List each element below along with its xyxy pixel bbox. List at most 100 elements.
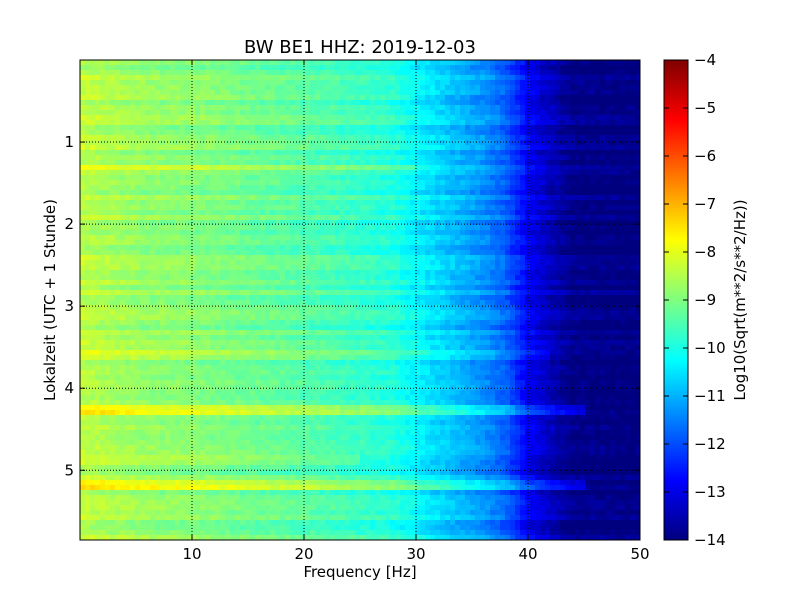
heatmap-cell [175,230,181,236]
heatmap-cell [265,65,271,71]
heatmap-cell [90,155,96,161]
heatmap-cell [470,130,476,136]
heatmap-cell [260,230,266,236]
heatmap-cell [440,195,446,201]
heatmap-cell [380,180,386,186]
heatmap-cell [475,75,481,81]
heatmap-cell [530,70,536,76]
heatmap-cell [205,250,211,256]
heatmap-cell [395,150,401,156]
heatmap-cell [155,165,161,171]
heatmap-cell [590,230,596,236]
heatmap-cell [150,155,156,161]
heatmap-cell [260,130,266,136]
heatmap-cell [90,215,96,221]
heatmap-cell [300,150,306,156]
heatmap-cell [620,200,626,206]
heatmap-cell [150,65,156,71]
heatmap-cell [615,75,621,81]
heatmap-cell [565,240,571,246]
heatmap-cell [635,100,640,106]
heatmap-cell [530,250,536,256]
heatmap-cell [160,115,166,121]
heatmap-cell [185,210,191,216]
heatmap-cell [125,110,131,116]
heatmap-cell [540,165,546,171]
heatmap-cell [385,240,391,246]
heatmap-cell [180,230,186,236]
heatmap-cell [500,115,506,121]
heatmap-cell [385,215,391,221]
heatmap-cell [425,265,431,271]
heatmap-cell [285,135,291,141]
heatmap-cell [305,100,311,106]
heatmap-cell [450,165,456,171]
heatmap-cell [245,70,251,76]
heatmap-cell [540,105,546,111]
heatmap-cell [370,150,376,156]
heatmap-cell [385,180,391,186]
heatmap-cell [250,275,256,281]
heatmap-cell [520,265,526,271]
heatmap-cell [530,200,536,206]
heatmap-cell [135,215,141,221]
heatmap-cell [320,75,326,81]
heatmap-cell [510,205,516,211]
heatmap-cell [130,110,136,116]
heatmap-cell [480,105,486,111]
heatmap-cell [175,270,181,276]
heatmap-cell [200,250,206,256]
heatmap-cell [525,120,531,126]
heatmap-cell [420,145,426,151]
heatmap-cell [370,115,376,121]
heatmap-cell [380,260,386,266]
heatmap-cell [180,140,186,146]
heatmap-cell [575,250,581,256]
heatmap-cell [560,145,566,151]
heatmap-cell [500,200,506,206]
heatmap-cell [495,130,501,136]
heatmap-cell [335,135,341,141]
heatmap-cell [420,120,426,126]
heatmap-cell [320,105,326,111]
heatmap-cell [530,65,536,71]
heatmap-cell [270,185,276,191]
heatmap-cell [345,170,351,176]
heatmap-cell [320,205,326,211]
heatmap-cell [635,220,640,226]
heatmap-cell [120,210,126,216]
heatmap-cell [355,115,361,121]
heatmap-cell [265,140,271,146]
heatmap-cell [205,95,211,101]
heatmap-cell [365,70,371,76]
heatmap-cell [380,60,386,66]
heatmap-cell [395,225,401,231]
heatmap-cell [425,245,431,251]
heatmap-cell [300,170,306,176]
heatmap-cell [175,220,181,226]
heatmap-cell [335,255,341,261]
heatmap-cell [150,70,156,76]
heatmap-cell [120,80,126,86]
heatmap-cell [385,185,391,191]
heatmap-cell [410,60,416,66]
heatmap-cell [210,175,216,181]
heatmap-cell [210,70,216,76]
heatmap-cell [85,210,91,216]
heatmap-cell [205,160,211,166]
heatmap-cell [470,65,476,71]
heatmap-cell [105,245,111,251]
heatmap-cell [315,220,321,226]
heatmap-cell [465,200,471,206]
heatmap-cell [275,265,281,271]
heatmap-cell [390,120,396,126]
heatmap-cell [410,175,416,181]
heatmap-cell [200,235,206,241]
heatmap-cell [550,160,556,166]
heatmap-cell [185,145,191,151]
heatmap-cell [560,210,566,216]
heatmap-cell [180,180,186,186]
heatmap-cell [610,260,616,266]
heatmap-cell [340,280,346,286]
heatmap-cell [630,130,636,136]
